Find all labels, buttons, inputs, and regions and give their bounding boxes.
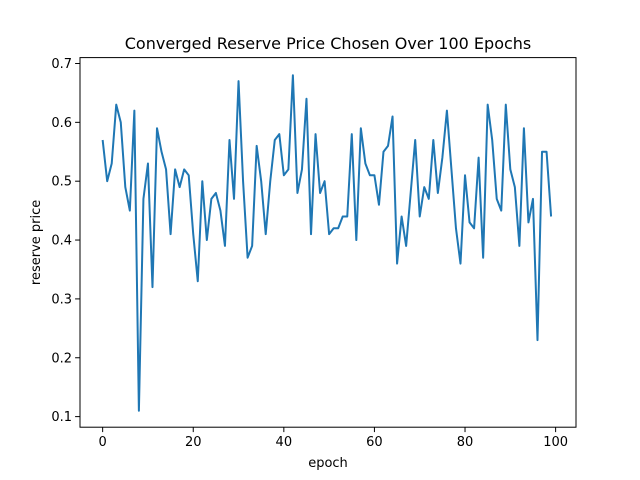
y-tick-label: 0.2 [51, 351, 72, 366]
y-tick-label: 0.5 [51, 175, 72, 190]
x-tick-label: 20 [185, 435, 202, 450]
y-tick-label: 0.4 [51, 234, 72, 249]
y-tick-label: 0.7 [51, 57, 72, 72]
x-axis-label: epoch [308, 456, 348, 471]
y-tick-label: 0.6 [51, 116, 72, 131]
x-tick-label: 80 [457, 435, 474, 450]
x-axis: 0 20 40 60 80 100 [99, 427, 568, 450]
x-tick-label: 0 [99, 435, 107, 450]
axes-frame [79, 57, 577, 428]
series-line [101, 74, 553, 412]
chart-title: Converged Reserve Price Chosen Over 100 … [125, 34, 532, 53]
y-tick-label: 0.1 [51, 410, 72, 425]
y-axis-label: reserve price [29, 200, 44, 285]
plot-area [101, 74, 553, 412]
x-tick-label: 60 [366, 435, 383, 450]
y-tick-label: 0.3 [51, 292, 72, 307]
y-axis: 0.1 0.2 0.3 0.4 0.5 0.6 0.7 [51, 57, 80, 425]
x-tick-label: 40 [276, 435, 293, 450]
x-tick-label: 100 [543, 435, 568, 450]
